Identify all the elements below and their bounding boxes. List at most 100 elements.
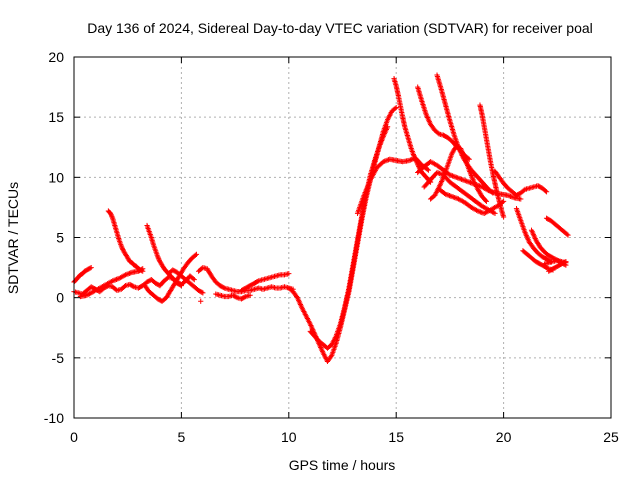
data-point <box>501 214 507 220</box>
y-tick-label: 10 <box>48 169 64 185</box>
data-point <box>424 166 430 172</box>
data-point <box>233 294 239 300</box>
data-point <box>190 276 196 282</box>
series-arc-06 <box>142 251 200 304</box>
series-arc-02 <box>71 264 94 285</box>
data-point <box>193 251 200 257</box>
series-arc-23 <box>492 168 550 198</box>
data-point <box>482 197 489 204</box>
data-point <box>414 160 420 166</box>
data-point <box>130 283 136 289</box>
data-point <box>109 214 115 220</box>
data-point <box>139 267 145 274</box>
y-tick-label: 15 <box>48 109 64 125</box>
data-point <box>563 258 569 265</box>
data-point <box>242 294 248 300</box>
data-point <box>492 210 498 217</box>
data-point <box>392 105 398 112</box>
series-arc-09 <box>238 271 292 294</box>
series-arc-15 <box>391 76 434 185</box>
data-point <box>108 212 114 218</box>
data-point <box>220 284 226 291</box>
series-arc-22 <box>436 186 507 217</box>
y-tick-label: 5 <box>56 230 64 246</box>
data-point <box>156 256 162 262</box>
data-point <box>412 156 419 162</box>
data-point <box>425 167 432 173</box>
plot-frame <box>73 56 612 419</box>
y-tick-label: 0 <box>56 290 64 306</box>
data-point <box>411 154 418 160</box>
data-point <box>564 231 570 237</box>
data-point <box>119 244 125 250</box>
data-point <box>107 210 114 217</box>
series-arc-07 <box>165 267 206 296</box>
y-axis-tick-labels: -10 -5 0 5 10 15 20 <box>44 49 64 426</box>
grid <box>74 57 611 418</box>
series-arc-29 <box>546 258 569 274</box>
y-axis-title: SDTVAR / TECUs <box>5 182 21 294</box>
data-point <box>119 245 125 251</box>
data-point <box>483 198 490 204</box>
data-point <box>416 163 422 170</box>
data-point <box>255 278 261 285</box>
data-point <box>118 243 124 249</box>
data-point <box>499 199 506 205</box>
data-point <box>200 290 206 296</box>
data-point <box>411 153 417 159</box>
x-tick-label: 0 <box>70 429 78 445</box>
chart-title: Day 136 of 2024, Sidereal Day-to-day VTE… <box>87 20 593 36</box>
series-arc-03 <box>77 266 146 300</box>
y-tick-label: -5 <box>52 350 65 366</box>
data-point <box>155 255 161 261</box>
x-tick-label: 25 <box>603 429 619 445</box>
data-point <box>108 213 115 219</box>
data-point <box>518 196 524 202</box>
series-arc-10 <box>213 291 253 302</box>
data-point <box>286 271 292 277</box>
data-point <box>88 264 94 271</box>
data-point <box>412 155 418 161</box>
y-tick-label: 20 <box>48 49 64 65</box>
data-point <box>199 289 205 295</box>
x-tick-label: 15 <box>388 429 404 445</box>
data-point <box>328 354 334 360</box>
data-point <box>177 282 183 288</box>
x-tick-label: 10 <box>281 429 297 445</box>
series-arc-01 <box>71 273 197 297</box>
data-point <box>413 157 419 164</box>
series-arc-26 <box>520 248 556 273</box>
data-point <box>543 189 550 195</box>
y-tick-label: -10 <box>44 410 64 426</box>
data-point <box>192 252 198 258</box>
data-point <box>247 292 253 298</box>
data-point <box>87 265 93 271</box>
x-axis-title: GPS time / hours <box>289 457 396 473</box>
data-point <box>385 124 391 130</box>
data-point <box>414 159 420 165</box>
series-arc-04 <box>105 208 146 274</box>
data-point <box>178 283 184 289</box>
data-points <box>71 72 571 365</box>
x-axis-tick-labels: 0 5 10 15 20 25 <box>70 429 619 445</box>
data-point <box>565 232 571 238</box>
data-point <box>415 162 421 168</box>
data-point <box>410 151 416 158</box>
data-point <box>140 268 146 274</box>
data-point <box>501 198 507 204</box>
series-arc-21 <box>427 143 490 204</box>
data-point <box>542 188 549 194</box>
data-point <box>562 259 568 265</box>
data-point <box>191 277 197 283</box>
series-arc-24 <box>513 206 554 265</box>
series-arc-11 <box>198 298 204 304</box>
x-tick-label: 20 <box>496 429 512 445</box>
data-point <box>393 104 399 111</box>
series-arc-12 <box>286 104 399 365</box>
series-arc-28 <box>543 215 571 238</box>
data-point <box>415 161 421 167</box>
data-point <box>198 298 204 304</box>
x-tick-label: 5 <box>178 429 186 445</box>
data-point <box>155 254 161 260</box>
